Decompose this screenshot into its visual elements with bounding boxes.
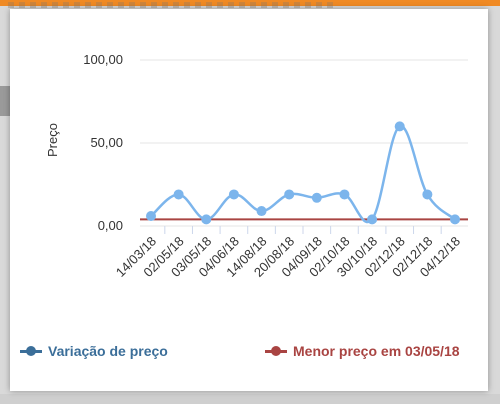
price-chart-popup: 0,00 50,00 100,00 Preço 14/03/18 02/05/18 03/0… [10,9,488,391]
top-strip [0,0,500,6]
background-text [8,2,338,8]
data-point[interactable] [256,206,267,217]
price-chart: 0,0050,00100,00Preço14/03/1802/05/1803/0… [45,52,468,280]
data-point[interactable] [173,189,184,200]
y-tick-label: 100,00 [83,52,123,67]
y-tick-label: 0,00 [98,218,123,233]
legend-item-min-price[interactable]: Menor preço em 03/05/18 [265,343,460,359]
data-point[interactable] [201,214,212,225]
data-point[interactable] [284,189,295,200]
data-point[interactable] [394,121,405,132]
side-bar [0,86,10,116]
series-line-variation [150,125,456,224]
data-point[interactable] [228,189,239,200]
background-footer [0,394,500,404]
data-point[interactable] [146,211,156,222]
data-point[interactable] [339,189,350,200]
y-tick-label: 50,00 [90,135,123,150]
data-point[interactable] [422,189,433,200]
legend-item-variation[interactable]: Variação de preço [20,343,168,359]
legend-min-symbol [265,345,287,357]
data-point[interactable] [450,214,460,225]
legend-min-label: Menor preço em 03/05/18 [293,343,460,359]
legend-variation-symbol [20,345,42,357]
legend-variation-label: Variação de preço [48,343,168,359]
data-point[interactable] [367,214,378,225]
data-point[interactable] [311,192,322,203]
y-axis-title: Preço [45,123,60,157]
